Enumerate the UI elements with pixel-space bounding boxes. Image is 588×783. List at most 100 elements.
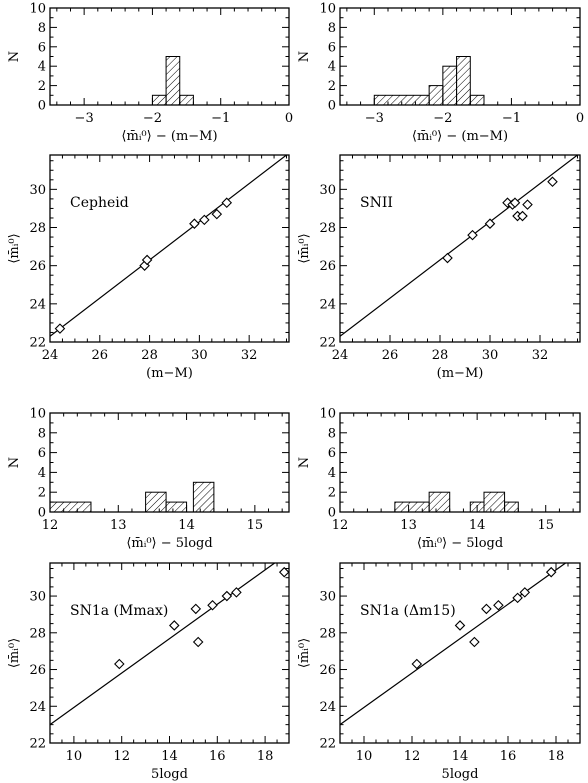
x-tick-label: −3 — [365, 111, 384, 126]
y-tick-label: 0 — [328, 99, 336, 114]
x-axis: 12 13 14 15 — [42, 413, 283, 533]
x-tick-label: −1 — [502, 111, 521, 126]
x-axis: 10 12 14 16 18 — [49, 563, 290, 764]
fit-line — [340, 563, 566, 726]
data-point — [545, 566, 557, 578]
hist-bar — [192, 481, 215, 513]
data-point — [454, 620, 466, 631]
y-tick-label: 22 — [29, 336, 46, 351]
x-tick-label: 10 — [66, 749, 83, 764]
plot-frame — [339, 412, 581, 513]
x-axis-label: (m−M) — [146, 366, 193, 381]
data-point — [207, 599, 218, 611]
y-tick-label: 2 — [328, 486, 336, 501]
y-tick-label: 28 — [319, 626, 336, 641]
x-tick-label: 14 — [161, 749, 178, 764]
y-tick-label: 24 — [319, 700, 336, 715]
y-tick-label: 8 — [328, 21, 336, 36]
panel-scatter-sn1a-dm15: 10 12 14 16 18 22 24 26 28 30 5logd ⟨m̄ᵢ⁰⟩ SN1a (Δm1… — [297, 562, 581, 782]
y-tick-label: 22 — [319, 336, 336, 351]
plot-frame — [339, 154, 581, 343]
y-axis-label: N — [7, 457, 22, 468]
y-tick-label: 28 — [29, 626, 46, 641]
data-point — [231, 587, 242, 598]
x-tick-label: 30 — [482, 348, 499, 363]
x-tick-label: −1 — [211, 111, 230, 126]
panel-hist-cepheid: −3 −2 −1 0 0 2 4 6 8 10 ⟨m̄ᵢ⁰⟩ − (m−M) N — [7, 2, 293, 145]
y-tick-label: 30 — [29, 590, 46, 605]
x-tick-label: −2 — [143, 111, 162, 126]
y-axis-label: ⟨m̄ᵢ⁰⟩ — [7, 638, 22, 668]
hist-bar — [469, 94, 485, 106]
data-point — [141, 254, 153, 266]
y-tick-label: 4 — [328, 60, 336, 75]
fit-line — [50, 155, 288, 337]
x-axis: −3 −2 −1 0 — [56, 8, 293, 126]
data-point — [199, 214, 210, 226]
y-tick-label: 26 — [319, 259, 336, 274]
x-tick-label: 0 — [576, 111, 584, 126]
x-tick-label: 24 — [332, 348, 349, 363]
y-tick-label: 30 — [319, 183, 336, 198]
y-tick-label: 24 — [29, 700, 46, 715]
y-tick-label: 0 — [38, 506, 46, 521]
data-point — [221, 590, 233, 602]
x-tick-label: 26 — [382, 348, 399, 363]
y-tick-label: 8 — [38, 426, 46, 441]
hist-bar — [145, 491, 167, 513]
y-tick-label: 6 — [38, 40, 46, 55]
data-point — [484, 218, 496, 229]
y-tick-label: 6 — [328, 446, 336, 461]
y-tick-label: 4 — [38, 60, 46, 75]
hist-bar — [394, 501, 430, 513]
y-tick-label: 26 — [29, 259, 46, 274]
panel-hist-snii: −3 −2 −1 0 0 2 4 6 8 10 ⟨m̄ᵢ⁰⟩ − (m−M) N — [297, 2, 584, 145]
hist-bar — [428, 491, 451, 513]
y-tick-label: 26 — [29, 663, 46, 678]
y-tick-label: 24 — [319, 297, 336, 312]
y-axis-label: ⟨m̄ᵢ⁰⟩ — [297, 233, 312, 263]
x-tick-label: 32 — [241, 348, 258, 363]
y-tick-label: 30 — [319, 590, 336, 605]
x-tick-label: 14 — [178, 518, 195, 533]
x-axis-label: 5logd — [151, 767, 188, 782]
panel-label: SNII — [360, 195, 393, 211]
y-axis: 22 24 26 28 30 — [319, 160, 580, 351]
y-tick-label: 28 — [29, 221, 46, 236]
x-tick-label: 15 — [247, 518, 264, 533]
y-axis-label: N — [297, 51, 312, 62]
plot-frame — [49, 412, 290, 513]
x-tick-label: 0 — [285, 111, 293, 126]
data-point — [442, 252, 453, 264]
y-tick-label: 10 — [29, 2, 46, 17]
y-tick-label: 8 — [38, 21, 46, 36]
data-point — [211, 208, 223, 220]
fit-line — [340, 155, 579, 337]
x-axis: 24 26 28 30 32 — [332, 155, 578, 363]
y-axis-label: N — [7, 51, 22, 62]
x-tick-label: 14 — [469, 518, 486, 533]
x-tick-label: 12 — [42, 518, 59, 533]
panel-label: SN1a (Mmax) — [70, 603, 168, 619]
hist-bar — [504, 501, 519, 513]
x-tick-label: 28 — [141, 348, 158, 363]
x-axis: 24 26 28 30 32 — [42, 155, 288, 363]
y-tick-label: 8 — [328, 426, 336, 441]
hist-bar — [469, 501, 485, 513]
x-tick-label: 26 — [92, 348, 109, 363]
x-tick-label: 24 — [42, 348, 59, 363]
y-tick-label: 24 — [29, 297, 46, 312]
x-tick-label: 28 — [432, 348, 449, 363]
y-tick-label: 10 — [319, 407, 336, 422]
data-point — [547, 176, 558, 187]
y-tick-label: 6 — [328, 40, 336, 55]
x-axis: 12 13 14 15 — [332, 413, 574, 533]
y-tick-label: 4 — [328, 466, 336, 481]
hist-bar — [483, 491, 506, 513]
y-tick-label: 28 — [319, 221, 336, 236]
y-tick-label: 2 — [38, 79, 46, 94]
hist-bar — [179, 94, 194, 106]
data-point — [493, 599, 504, 611]
x-axis-label: (m−M) — [437, 366, 484, 381]
